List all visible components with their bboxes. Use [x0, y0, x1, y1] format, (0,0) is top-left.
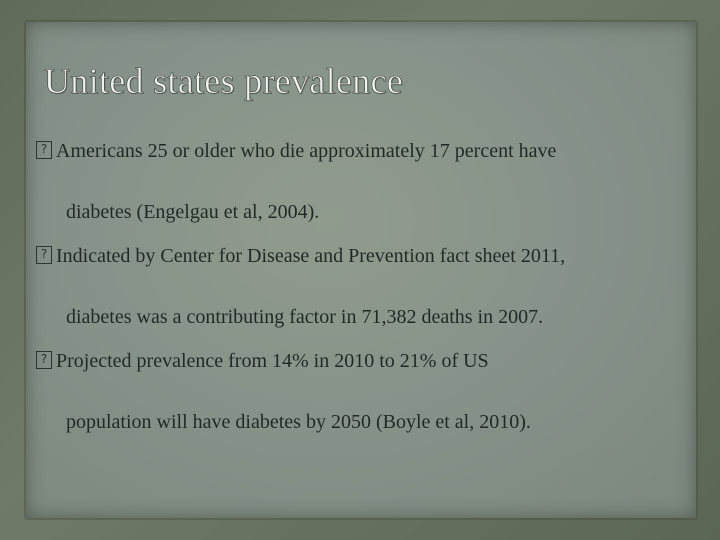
bullet-line: Indicated by Center for Disease and Prev… — [36, 241, 686, 271]
bullet-list: Americans 25 or older who die approximat… — [36, 136, 686, 451]
bullet-line: Projected prevalence from 14% in 2010 to… — [36, 346, 686, 376]
bullet-text: Americans 25 or older who die approximat… — [56, 140, 557, 162]
missing-glyph-box-icon — [36, 246, 52, 264]
bullet-line: Americans 25 or older who die approximat… — [36, 136, 686, 166]
bullet-continuation: diabetes was a contributing factor in 71… — [66, 306, 544, 328]
bullet-continuation: diabetes (Engelgau et al, 2004). — [66, 201, 320, 223]
bullet-item: Americans 25 or older who die approximat… — [36, 136, 686, 227]
bullet-item: Projected prevalence from 14% in 2010 to… — [36, 346, 686, 437]
missing-glyph-box-icon — [36, 141, 52, 159]
bullet-text: Indicated by Center for Disease and Prev… — [56, 245, 566, 267]
bullet-continuation: population will have diabetes by 2050 (B… — [66, 411, 531, 433]
bullet-item: Indicated by Center for Disease and Prev… — [36, 241, 686, 332]
bullet-text: Projected prevalence from 14% in 2010 to… — [56, 350, 489, 372]
content-panel — [26, 22, 696, 518]
slide-title: United states prevalence — [44, 61, 404, 102]
missing-glyph-box-icon — [36, 351, 52, 369]
